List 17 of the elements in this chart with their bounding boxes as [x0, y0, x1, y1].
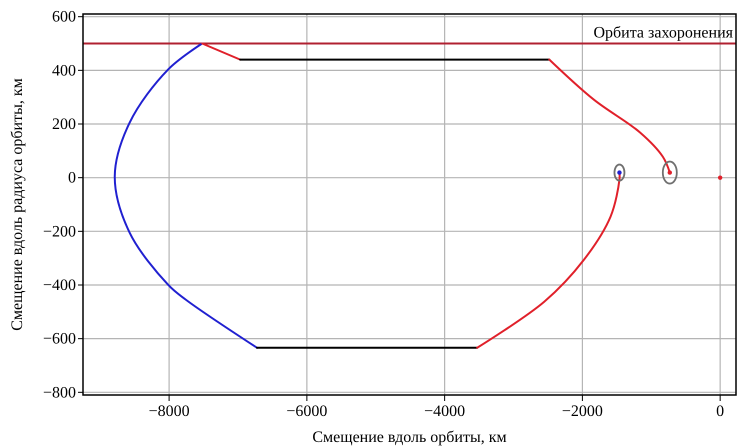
- x-tick-label: 0: [716, 403, 724, 420]
- y-axis-title: Смещение вдоль радиуса орбиты, км: [9, 78, 26, 331]
- y-tick-label: −200: [42, 223, 76, 240]
- y-tick-label: 400: [52, 62, 76, 80]
- x-tick-label: −6000: [286, 403, 328, 420]
- line-series: [114, 42, 258, 349]
- y-tick-label: −400: [42, 276, 76, 294]
- x-tick-label: −4000: [424, 403, 466, 420]
- y-tick-label: −800: [42, 384, 76, 402]
- x-tick-label: −2000: [562, 403, 603, 420]
- x-tick-label: −8000: [148, 403, 190, 420]
- ref-line-label: Орбита захоронения: [593, 24, 734, 42]
- x-axis-title: Смещение вдоль орбиты, км: [312, 429, 507, 446]
- y-tick-label: −600: [42, 330, 76, 348]
- y-tick-label: 600: [52, 8, 76, 26]
- y-tick-label: 200: [52, 116, 76, 134]
- y-tick-label: 0: [68, 170, 76, 187]
